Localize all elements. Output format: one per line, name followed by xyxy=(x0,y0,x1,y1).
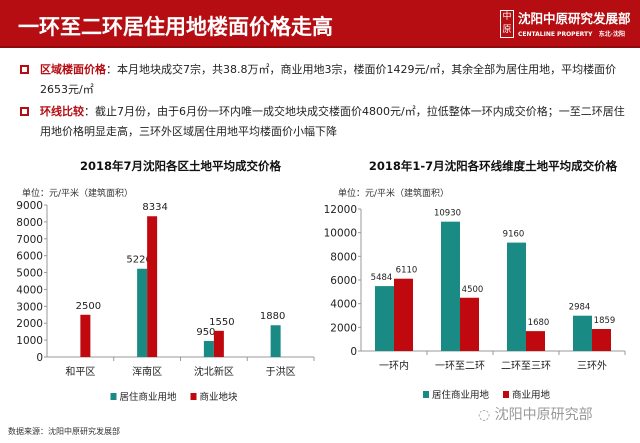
y-tick-label: 6000 xyxy=(330,275,357,287)
bullet-box-icon xyxy=(20,65,29,74)
legend-swatch xyxy=(423,391,429,398)
y-tick-label: 8000 xyxy=(16,217,43,229)
data-label: 4500 xyxy=(462,285,484,295)
bullet-item: 区域楼面价格：本月地块成交7宗，共38.8万㎡，商业用地3宗，楼面价1429元/… xyxy=(20,60,630,100)
legend-label: 商业地块 xyxy=(200,391,239,403)
x-tick-label: 于洪区 xyxy=(266,366,296,378)
x-tick-label: 一环内 xyxy=(379,359,409,372)
bar xyxy=(573,315,592,351)
data-label: 1680 xyxy=(528,318,550,328)
x-tick-label: 三环外 xyxy=(577,360,607,372)
x-tick-label: 和平区 xyxy=(65,366,95,378)
bar xyxy=(592,329,611,351)
bullet-text: ：截止7月份，由于6月份一环内唯一成交地块成交楼面价4800元/㎡，拉低整体一环… xyxy=(40,105,625,138)
unit-label: 单位：元/平米（建筑面积） xyxy=(338,187,449,199)
watermark: ◌ 沈阳中原研究部 xyxy=(478,407,593,423)
legend-label: 居住商业用地 xyxy=(120,391,178,403)
logo: 中原 沈阳中原研究发展部 CENTALINE PROPERTY 东北·沈阳 xyxy=(500,8,635,42)
y-tick-label: 0 xyxy=(350,346,357,358)
bar xyxy=(80,314,91,357)
y-tick-label: 2000 xyxy=(16,318,43,330)
y-tick-label: 10000 xyxy=(324,228,357,240)
bar xyxy=(137,268,148,357)
bar xyxy=(213,330,224,357)
bar xyxy=(441,221,460,351)
data-label: 5484 xyxy=(371,273,393,283)
bullet-text: ：本月地块成交7宗，共38.8万㎡，商业用地3宗，楼面价1429元/㎡，其余全部… xyxy=(40,63,617,96)
y-tick-label: 8000 xyxy=(330,251,357,263)
y-tick-label: 1000 xyxy=(16,335,43,347)
bullet-key: 区域楼面价格 xyxy=(40,63,106,76)
data-label: 9160 xyxy=(503,230,525,240)
data-label: 1859 xyxy=(594,316,616,326)
x-tick-label: 浑南区 xyxy=(132,365,162,378)
data-label: 10930 xyxy=(434,209,461,219)
logo-text: 沈阳中原研究发展部 xyxy=(518,11,631,26)
legend-label: 居住商业用地 xyxy=(432,389,490,401)
bar xyxy=(526,331,545,351)
legend-swatch xyxy=(190,393,197,400)
data-label: 5226 xyxy=(126,255,151,266)
y-tick-label: 4000 xyxy=(330,299,357,311)
legend-swatch xyxy=(503,391,509,398)
legend-label: 商业用地 xyxy=(512,389,551,401)
y-tick-label: 0 xyxy=(36,352,43,364)
bar xyxy=(460,297,479,351)
chart-title: 2018年7月沈阳各区土地平均成交价格 xyxy=(80,159,282,173)
bullet-key: 环线比较 xyxy=(40,105,84,118)
y-tick-label: 6000 xyxy=(16,251,43,263)
y-tick-label: 4000 xyxy=(16,284,43,296)
logo-mark: 中原 xyxy=(500,10,514,38)
bullet-item: 环线比较：截止7月份，由于6月份一环内唯一成交地块成交楼面价4800元/㎡，拉低… xyxy=(20,102,630,142)
chart-title: 2018年1-7月沈阳各环线维度土地平均成交价格 xyxy=(369,159,618,173)
y-tick-label: 2000 xyxy=(330,322,357,334)
y-tick-label: 3000 xyxy=(16,301,43,313)
page-title: 一环至二环居住用地楼面价格走高 xyxy=(18,15,333,39)
data-label: 2984 xyxy=(569,303,591,313)
legend-swatch xyxy=(110,393,117,400)
bar xyxy=(147,216,158,357)
header-bar: 一环至二环居住用地楼面价格走高 中原 沈阳中原研究发展部 CENTALINE P… xyxy=(0,0,640,48)
bar xyxy=(203,340,214,357)
x-tick-label: 沈北新区 xyxy=(194,365,234,378)
x-tick-label: 二环至三环 xyxy=(501,360,551,372)
bar xyxy=(507,242,526,351)
data-label: 950 xyxy=(196,327,215,338)
y-tick-label: 7000 xyxy=(16,234,43,246)
logo-subtext: CENTALINE PROPERTY 东北·沈阳 xyxy=(518,31,626,38)
data-label: 1550 xyxy=(209,317,234,328)
bar xyxy=(270,325,281,357)
x-tick-label: 一环至二环 xyxy=(435,360,485,372)
y-tick-label: 9000 xyxy=(16,200,43,212)
bullet-box-icon xyxy=(20,107,29,116)
y-tick-label: 12000 xyxy=(324,204,357,216)
data-label: 6110 xyxy=(396,266,418,276)
data-label: 2500 xyxy=(76,301,101,312)
data-label: 1880 xyxy=(260,311,285,322)
bar xyxy=(394,278,413,351)
unit-label: 单位：元/平米（建筑面积） xyxy=(22,187,133,199)
y-tick-label: 5000 xyxy=(16,268,43,280)
bar xyxy=(375,286,394,351)
data-label: 8334 xyxy=(142,202,167,213)
source-note: 数据来源：沈阳中原研究发展部 xyxy=(8,427,120,436)
